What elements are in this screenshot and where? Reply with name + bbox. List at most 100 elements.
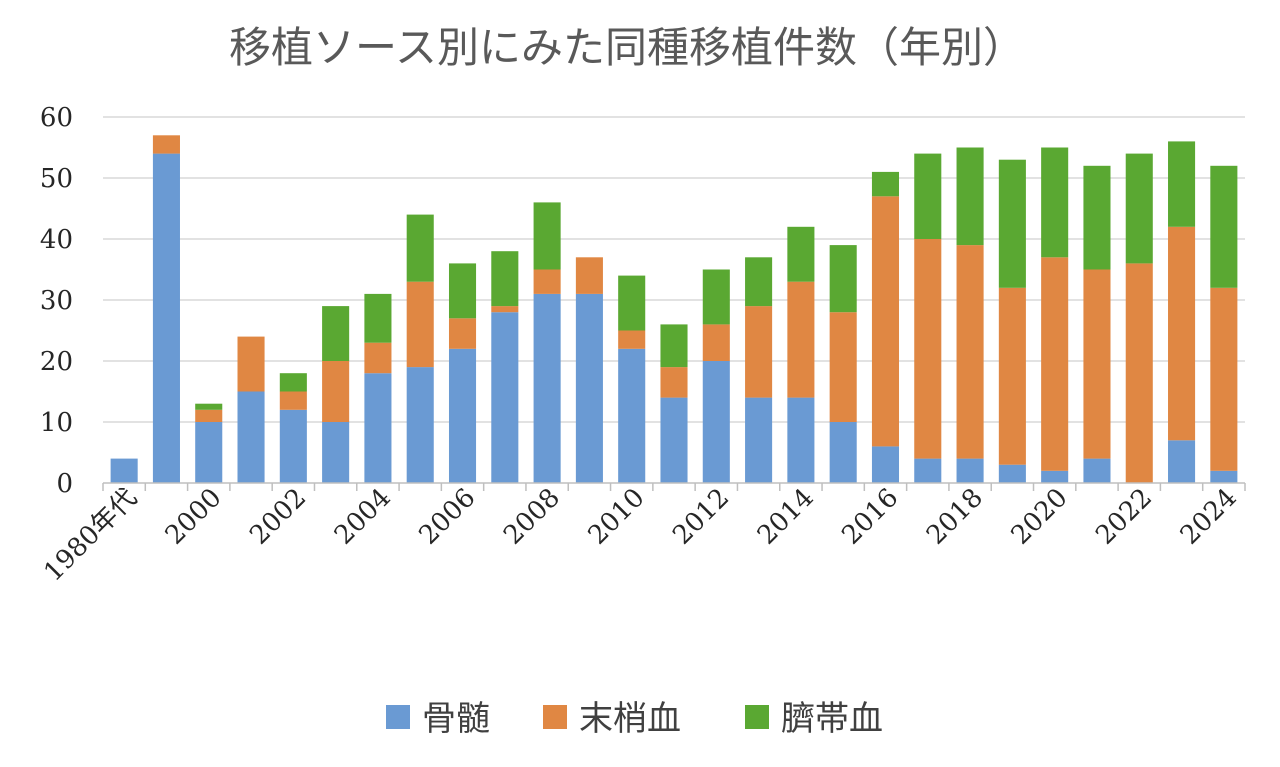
- x-tick-label: 2022: [1090, 483, 1158, 551]
- bar-segment-2004-骨髄: [364, 373, 392, 483]
- bar-segment-2015-臍帯血: [829, 245, 857, 313]
- bar-segment-2014-骨髄: [787, 397, 815, 483]
- bar-segment-2019-骨髄: [998, 464, 1026, 483]
- x-tick-label: 2020: [1006, 483, 1074, 551]
- legend-swatch: [745, 705, 769, 729]
- bar-segment-2010-骨髄: [618, 348, 646, 483]
- x-tick-label: 2006: [413, 483, 481, 551]
- bar-segment-2021-骨髄: [1083, 458, 1111, 483]
- bar-segment-2017-臍帯血: [914, 153, 942, 239]
- bar-segment-2005-骨髄: [406, 367, 434, 483]
- bar-segment-2017-末梢血: [914, 239, 942, 459]
- bar-segment-2017-骨髄: [914, 458, 942, 483]
- y-tick-label: 0: [56, 469, 73, 499]
- x-tick-label: 2008: [498, 483, 566, 551]
- bar-segment-2001-骨髄: [237, 391, 265, 483]
- bar-segment-2024-末梢血: [1210, 287, 1238, 471]
- y-tick-label: 40: [40, 225, 73, 255]
- bar-segment-2013-臍帯血: [745, 257, 773, 307]
- bar-segment-2018-末梢血: [956, 245, 984, 459]
- bar-segment-2023-末梢血: [1168, 226, 1196, 441]
- legend-label: 臍帯血: [781, 699, 883, 739]
- legend-swatch: [543, 705, 567, 729]
- legend-label: 末梢血: [579, 699, 681, 739]
- bar-segment-2008-骨髄: [533, 293, 561, 483]
- legend: 骨髄 末梢血 臍帯血: [386, 699, 883, 739]
- bar-segment-2018-骨髄: [956, 458, 984, 483]
- bar-segment-2009-末梢血: [575, 257, 603, 294]
- bar-segment-2007-骨髄: [491, 312, 519, 483]
- x-tick-label: 2016: [836, 483, 904, 551]
- x-tick-label: 2000: [160, 483, 228, 551]
- bar-segment-2002-臍帯血: [279, 373, 307, 392]
- bar-segment-2014-末梢血: [787, 281, 815, 398]
- bar-segment-2014-臍帯血: [787, 226, 815, 282]
- bar-segment-2018-臍帯血: [956, 147, 984, 246]
- bar-segment-2002-末梢血: [279, 391, 307, 410]
- bar-segment-2024-臍帯血: [1210, 165, 1238, 288]
- bar-segment-2006-骨髄: [448, 348, 477, 483]
- bar-segment-2010-末梢血: [618, 330, 646, 349]
- legend-swatch: [386, 705, 410, 729]
- bar-segment-2010-臍帯血: [618, 275, 646, 331]
- bar-segment-2009-骨髄: [575, 293, 603, 483]
- bar-segment-2019-末梢血: [998, 287, 1026, 465]
- bar-segment-2012-骨髄: [702, 361, 730, 483]
- bar-segment-1990年代-末梢血: [152, 135, 180, 154]
- legend-label: 骨髄: [422, 699, 490, 739]
- x-tick-label: 1980年代: [38, 483, 143, 588]
- bar-segment-2015-骨髄: [829, 422, 857, 483]
- bar-segment-2000-臍帯血: [195, 403, 223, 410]
- bar-segment-2005-末梢血: [406, 281, 434, 368]
- bar-segment-2011-臍帯血: [660, 324, 688, 368]
- chart-title: 移植ソース別にみた同種移植件数（年別）: [229, 23, 1025, 72]
- bar-segment-2020-末梢血: [1041, 257, 1069, 471]
- x-tick-label: 2014: [752, 483, 820, 551]
- bar-segment-2008-臍帯血: [533, 202, 561, 270]
- bar-segment-2015-末梢血: [829, 312, 857, 422]
- x-tick-label: 2010: [583, 483, 651, 551]
- x-tick-label: 2002: [244, 483, 312, 551]
- bar-segment-2008-末梢血: [533, 269, 561, 294]
- bar-segment-2013-末梢血: [745, 306, 773, 398]
- y-tick-label: 20: [40, 347, 73, 377]
- bars: [110, 135, 1238, 483]
- y-tick-label: 30: [40, 286, 73, 316]
- bar-segment-2024-骨髄: [1210, 470, 1238, 483]
- bar-segment-2016-骨髄: [871, 446, 900, 483]
- bar-segment-2020-骨髄: [1041, 470, 1069, 483]
- bar-segment-2013-骨髄: [745, 397, 773, 483]
- bar-segment-2011-末梢血: [660, 367, 688, 398]
- bar-segment-2022-臍帯血: [1125, 153, 1153, 264]
- bar-segment-2016-臍帯血: [871, 171, 900, 197]
- x-tick-label: 2018: [921, 483, 989, 551]
- bar-segment-2004-臍帯血: [364, 293, 392, 343]
- bar-segment-2023-骨髄: [1168, 440, 1196, 483]
- y-tick-label: 10: [40, 408, 73, 438]
- bar-segment-2003-骨髄: [322, 422, 350, 483]
- bar-segment-2007-末梢血: [491, 306, 519, 313]
- bar-segment-2001-末梢血: [237, 336, 265, 392]
- bar-segment-2023-臍帯血: [1168, 141, 1196, 227]
- bar-segment-2005-臍帯血: [406, 214, 434, 282]
- y-tick-label: 50: [40, 164, 73, 194]
- bar-segment-2016-末梢血: [871, 196, 900, 447]
- bar-segment-2011-骨髄: [660, 397, 688, 483]
- bar-segment-2000-骨髄: [195, 422, 223, 483]
- x-tick-label: 2012: [667, 483, 735, 551]
- bar-segment-2021-末梢血: [1083, 269, 1111, 459]
- bar-segment-2006-末梢血: [448, 318, 477, 349]
- bar-segment-2000-末梢血: [195, 409, 223, 422]
- bar-segment-1990年代-骨髄: [152, 153, 180, 483]
- bar-segment-2007-臍帯血: [491, 251, 519, 307]
- bar-segment-2022-末梢血: [1125, 263, 1153, 483]
- bar-segment-2019-臍帯血: [998, 159, 1026, 288]
- bar-segment-2020-臍帯血: [1041, 147, 1069, 258]
- x-tick-label: 2024: [1175, 483, 1243, 551]
- bar-segment-2002-骨髄: [279, 409, 307, 483]
- bar-segment-2012-末梢血: [702, 324, 730, 361]
- bar-segment-2003-臍帯血: [322, 306, 350, 361]
- x-tick-label: 2004: [329, 483, 397, 551]
- bar-segment-2012-臍帯血: [702, 269, 730, 325]
